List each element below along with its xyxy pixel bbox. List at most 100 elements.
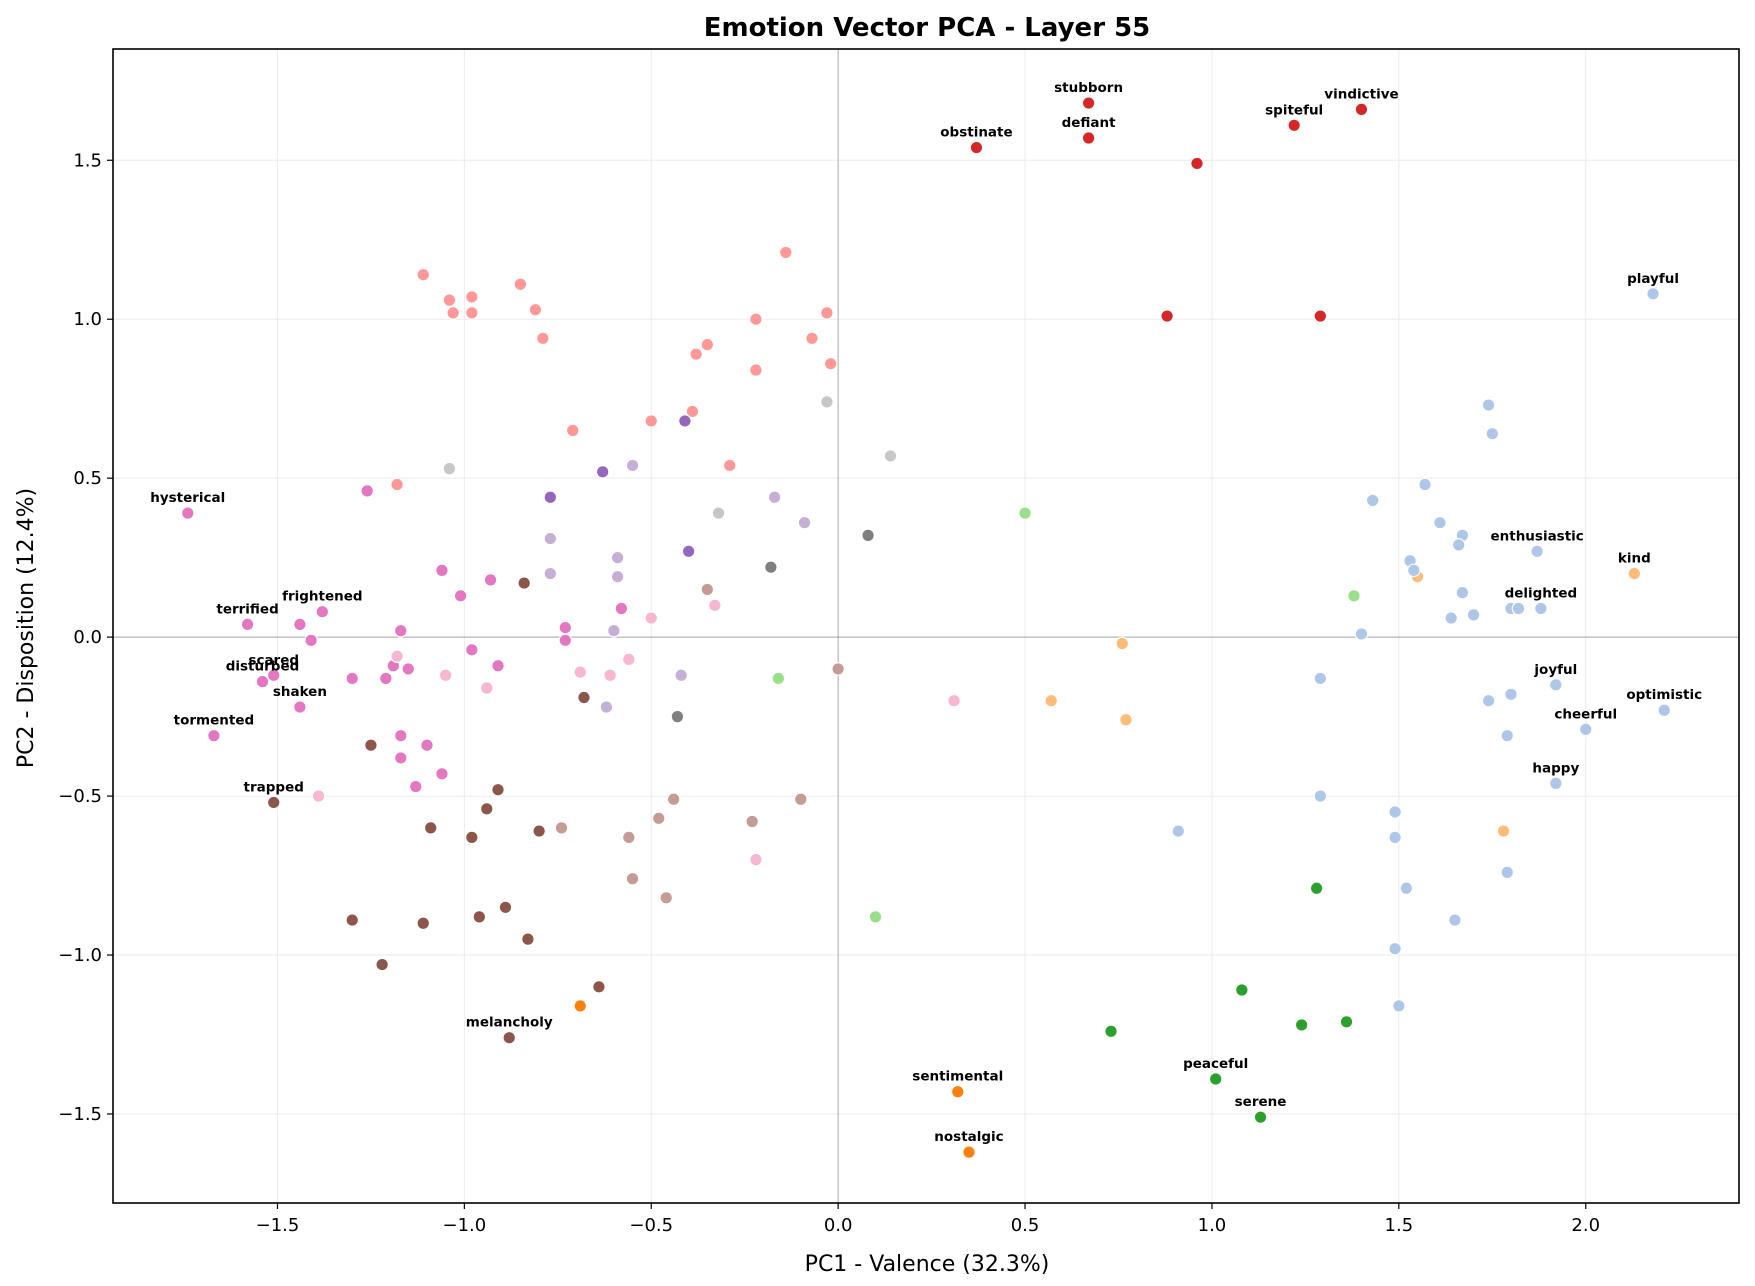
data-point xyxy=(558,633,573,648)
data-point xyxy=(180,506,195,520)
data-point xyxy=(266,795,281,810)
data-point xyxy=(532,824,546,838)
data-point xyxy=(610,569,625,584)
point-label: terrified xyxy=(216,601,278,617)
x-tick-label: 2.0 xyxy=(1571,1215,1600,1236)
point-label: tormented xyxy=(174,713,255,729)
y-tick-label: 0.0 xyxy=(73,627,102,648)
data-point xyxy=(610,550,625,565)
data-point xyxy=(394,623,408,638)
data-point xyxy=(764,560,778,574)
data-point xyxy=(1354,627,1369,641)
data-point xyxy=(1511,601,1526,616)
data-point xyxy=(1646,286,1660,301)
data-point xyxy=(438,668,453,683)
data-point xyxy=(345,671,360,686)
data-point xyxy=(700,582,715,597)
data-point xyxy=(1496,824,1511,838)
data-point xyxy=(708,598,722,613)
point-label: nostalgic xyxy=(934,1129,1003,1145)
data-point xyxy=(1444,611,1458,625)
data-point xyxy=(543,531,558,546)
data-point xyxy=(771,671,786,686)
data-point xyxy=(666,792,681,807)
data-point xyxy=(423,821,438,835)
data-point xyxy=(1549,776,1563,791)
data-point xyxy=(472,910,487,924)
data-point xyxy=(498,900,513,915)
data-point xyxy=(883,449,898,463)
point-label: happy xyxy=(1532,760,1579,776)
data-point xyxy=(293,617,307,632)
data-point xyxy=(442,293,457,307)
data-point xyxy=(435,563,449,578)
data-point xyxy=(625,871,640,886)
y-tick-label: −1.5 xyxy=(58,1104,102,1125)
point-label: hysterical xyxy=(150,490,225,506)
data-point xyxy=(479,801,494,816)
data-point xyxy=(240,617,255,632)
data-point xyxy=(543,566,558,581)
data-point xyxy=(502,1030,517,1045)
y-axis-ticks: −1.5 −1.0 −0.5 0.0 0.5 1.0 1.5 xyxy=(58,150,113,1125)
data-point xyxy=(1253,1110,1268,1124)
data-point xyxy=(592,980,606,994)
data-point xyxy=(1347,588,1361,603)
data-point xyxy=(1081,96,1096,110)
data-point xyxy=(831,662,845,676)
data-point xyxy=(595,465,610,479)
data-point xyxy=(625,458,640,473)
data-point xyxy=(1309,881,1324,896)
data-point xyxy=(442,461,457,476)
data-point xyxy=(408,779,423,794)
data-point xyxy=(1504,687,1518,702)
data-point xyxy=(722,458,737,473)
data-point xyxy=(1388,941,1402,956)
data-point xyxy=(293,700,307,714)
point-label: trapped xyxy=(244,779,304,795)
data-point xyxy=(565,423,580,438)
point-label: serene xyxy=(1235,1094,1287,1110)
data-point xyxy=(793,792,808,807)
data-point xyxy=(1171,824,1186,838)
data-point xyxy=(644,414,659,428)
data-point xyxy=(491,782,505,797)
data-point xyxy=(1313,671,1328,686)
data-point xyxy=(1627,566,1642,581)
data-point xyxy=(644,611,659,625)
point-label: sentimental xyxy=(912,1069,1003,1085)
data-point xyxy=(1392,999,1406,1013)
data-point xyxy=(521,932,535,946)
data-point xyxy=(491,658,505,673)
data-point xyxy=(767,490,782,505)
data-point xyxy=(577,690,591,705)
data-point xyxy=(805,331,819,346)
data-point xyxy=(1466,608,1481,622)
data-point xyxy=(394,728,408,743)
data-point xyxy=(1294,1018,1309,1032)
data-point xyxy=(861,528,875,543)
data-point xyxy=(558,620,573,635)
point-label: joyful xyxy=(1533,662,1577,678)
x-axis-ticks: −1.5 −1.0 −0.5 0.0 0.5 1.0 1.5 2.0 xyxy=(256,1203,1600,1236)
data-point xyxy=(622,830,636,845)
data-point xyxy=(1388,830,1402,845)
chart-title: Emotion Vector PCA - Layer 55 xyxy=(704,13,1151,43)
data-point xyxy=(1481,693,1496,708)
data-point xyxy=(678,414,692,428)
data-point xyxy=(1104,1024,1118,1039)
data-point xyxy=(1190,156,1204,171)
data-point xyxy=(820,306,834,320)
data-point xyxy=(465,290,479,304)
y-tick-label: 1.0 xyxy=(73,309,102,330)
data-point xyxy=(1433,515,1447,530)
data-point xyxy=(420,738,434,753)
data-point xyxy=(543,490,558,505)
data-point xyxy=(453,588,468,603)
data-point xyxy=(311,789,326,803)
point-label: peaceful xyxy=(1183,1056,1248,1072)
point-label: spiteful xyxy=(1265,102,1323,118)
data-point xyxy=(465,306,479,320)
point-label: shaken xyxy=(273,684,327,700)
